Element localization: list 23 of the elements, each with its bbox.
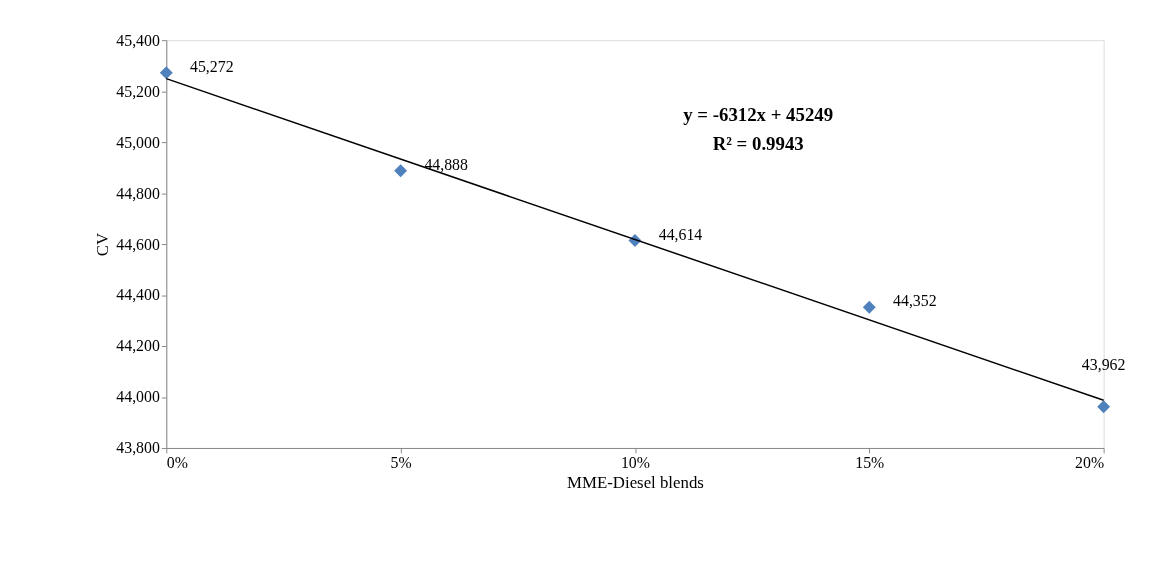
y-tick-label: 45,200: [116, 82, 160, 100]
x-tick-label: 5%: [390, 454, 412, 472]
y-tick-label: 44,200: [116, 337, 160, 355]
x-tick-label: 15%: [855, 454, 885, 472]
x-tick-label: 0%: [166, 454, 188, 472]
y-tick-label: 44,000: [116, 388, 160, 406]
y-tick-label: 43,800: [116, 439, 160, 457]
x-tick-label: 10%: [620, 454, 650, 472]
data-label: 45,272: [190, 57, 234, 75]
data-label: 44,352: [893, 292, 937, 310]
y-tick-label: 44,400: [116, 286, 160, 304]
x-tick-label: 20%: [1075, 454, 1105, 472]
data-label: 44,888: [424, 155, 468, 173]
y-tick-label: 44,800: [116, 184, 160, 202]
annotation: y = -6312x + 45249: [683, 104, 834, 126]
y-tick-label: 45,400: [116, 31, 160, 49]
annotation: R² = 0.9943: [712, 133, 804, 155]
y-tick-label: 45,000: [116, 133, 160, 151]
y-axis-title: CV: [93, 232, 113, 257]
data-label: 43,962: [1081, 356, 1126, 374]
x-axis-title: MME-Diesel blends: [567, 473, 704, 493]
data-label: 44,614: [658, 225, 703, 243]
y-tick-label: 44,600: [116, 235, 160, 253]
